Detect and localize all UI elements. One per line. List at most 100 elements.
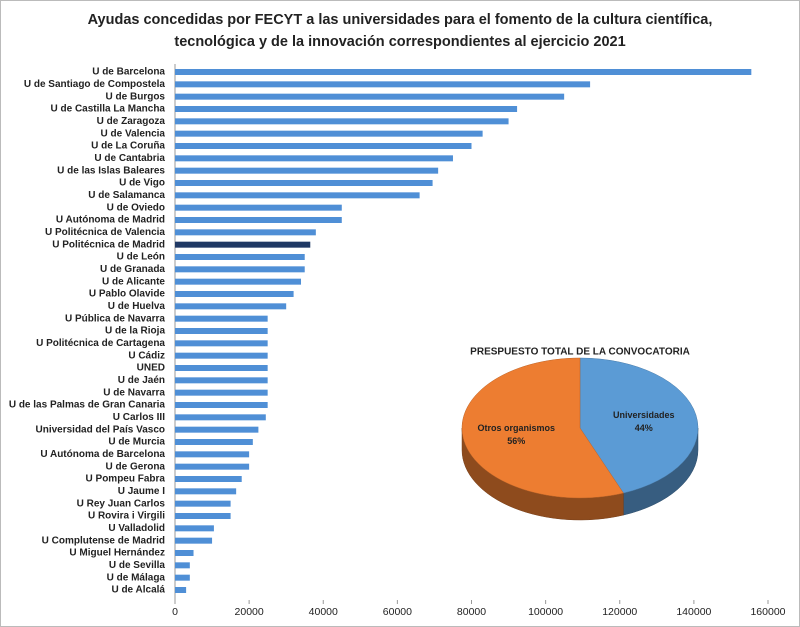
y-tick-label: U Pública de Navarra (65, 313, 165, 324)
chart-title: Ayudas concedidas por FECYT a las univer… (88, 12, 713, 28)
y-tick-label: U de Alcalá (111, 585, 165, 596)
y-tick-label: U Cádiz (128, 350, 165, 361)
pie-value-label: 44% (635, 423, 653, 433)
y-tick-label: U de Granada (100, 264, 165, 275)
bar (175, 155, 453, 162)
bar (175, 241, 311, 248)
bar (175, 315, 268, 322)
x-tick-label: 60000 (383, 606, 412, 618)
chart-title: tecnológica y de la innovación correspon… (174, 34, 625, 50)
y-tick-label: U de Zaragoza (97, 116, 166, 127)
bar (175, 562, 190, 569)
bar (175, 180, 433, 186)
bar (175, 525, 214, 532)
y-tick-label: U de Alicante (102, 276, 165, 287)
bar (175, 204, 342, 211)
bar (175, 377, 268, 384)
bar (175, 476, 242, 482)
y-tick-label: U de Navarra (103, 387, 165, 398)
bar (175, 426, 259, 433)
x-tick-label: 100000 (528, 606, 563, 618)
y-tick-label: U Valladolid (108, 523, 165, 534)
bar (175, 451, 250, 458)
y-tick-label: U de Castilla La Mancha (51, 104, 166, 115)
bar (175, 192, 420, 199)
bar (175, 439, 253, 445)
y-tick-label: U Autónoma de Madrid (56, 215, 165, 226)
x-tick-label: 140000 (676, 606, 711, 618)
bar (175, 352, 268, 359)
y-tick-label: U Pablo Olavide (89, 289, 166, 300)
bar (175, 463, 250, 470)
y-tick-label: U de las Palmas de Gran Canaria (9, 400, 166, 411)
bar (175, 402, 268, 408)
y-tick-label: U Miguel Hernández (69, 548, 165, 559)
y-tick-label: U de Sevilla (109, 560, 166, 571)
bar (175, 328, 268, 334)
pie-label: Universidades (613, 410, 675, 420)
bar (175, 587, 187, 593)
bar (175, 106, 518, 112)
y-tick-label: U de Málaga (107, 572, 166, 583)
y-tick-label: U de Valencia (101, 128, 166, 139)
y-tick-label: U Carlos III (113, 412, 165, 423)
bar (175, 550, 194, 556)
y-tick-label: U de Salamanca (88, 190, 165, 201)
y-tick-label: U de Cantabria (94, 153, 165, 164)
bar (175, 414, 266, 421)
bar (175, 500, 231, 507)
bar (175, 143, 472, 149)
y-tick-label: U de Jaén (118, 375, 165, 386)
y-tick-label: U Politécnica de Madrid (52, 239, 165, 250)
bar (175, 488, 237, 495)
y-tick-label: UNED (137, 363, 165, 374)
bar (175, 167, 439, 174)
y-tick-label: U de Vigo (119, 178, 165, 189)
bar (175, 513, 231, 519)
bar (175, 278, 302, 285)
bar (175, 291, 294, 297)
y-tick-label: U Pompeu Fabra (86, 474, 166, 485)
y-tick-label: U Politécnica de Valencia (45, 227, 165, 238)
pie-value-label: 56% (507, 436, 525, 446)
bar (175, 537, 213, 544)
y-tick-label: U de Burgos (106, 91, 166, 102)
y-tick-label: U de las Islas Baleares (57, 165, 165, 176)
y-tick-label: U de la Rioja (105, 326, 165, 337)
y-tick-label: U Rey Juan Carlos (77, 498, 166, 509)
y-tick-label: U de Gerona (106, 461, 166, 472)
bar (175, 229, 316, 236)
bar (175, 266, 305, 273)
x-tick-label: 20000 (235, 606, 264, 618)
y-tick-label: U de Oviedo (107, 202, 165, 213)
y-tick-label: U Complutense de Madrid (42, 535, 165, 546)
bar (175, 118, 509, 125)
y-tick-label: U de Murcia (108, 437, 165, 448)
bar (175, 217, 342, 223)
y-tick-label: U de La Coruña (91, 141, 165, 152)
x-tick-label: 40000 (309, 606, 338, 618)
y-tick-label: U de Santiago de Compostela (24, 79, 166, 90)
x-tick-label: 160000 (750, 606, 785, 618)
y-tick-label: U de Barcelona (92, 67, 165, 78)
y-tick-label: U Politécnica de Cartagena (36, 338, 165, 349)
y-tick-label: U Jaume I (118, 486, 165, 497)
bar (175, 69, 752, 75)
bar (175, 365, 268, 371)
y-tick-label: Universidad del País Vasco (35, 424, 165, 435)
x-tick-label: 120000 (602, 606, 637, 618)
bar (175, 574, 190, 581)
y-tick-label: U Autónoma de Barcelona (40, 449, 165, 460)
y-tick-label: U de León (117, 252, 165, 263)
pie-slice (461, 357, 624, 499)
y-tick-label: U de Huelva (108, 301, 166, 312)
x-tick-label: 0 (172, 606, 178, 618)
pie-title: PRESPUESTO TOTAL DE LA CONVOCATORIA (470, 347, 690, 358)
bar (175, 340, 268, 347)
bar (175, 81, 591, 88)
pie-slice (579, 357, 699, 494)
bar (175, 130, 483, 137)
pie-label: Otros organismos (477, 423, 555, 433)
